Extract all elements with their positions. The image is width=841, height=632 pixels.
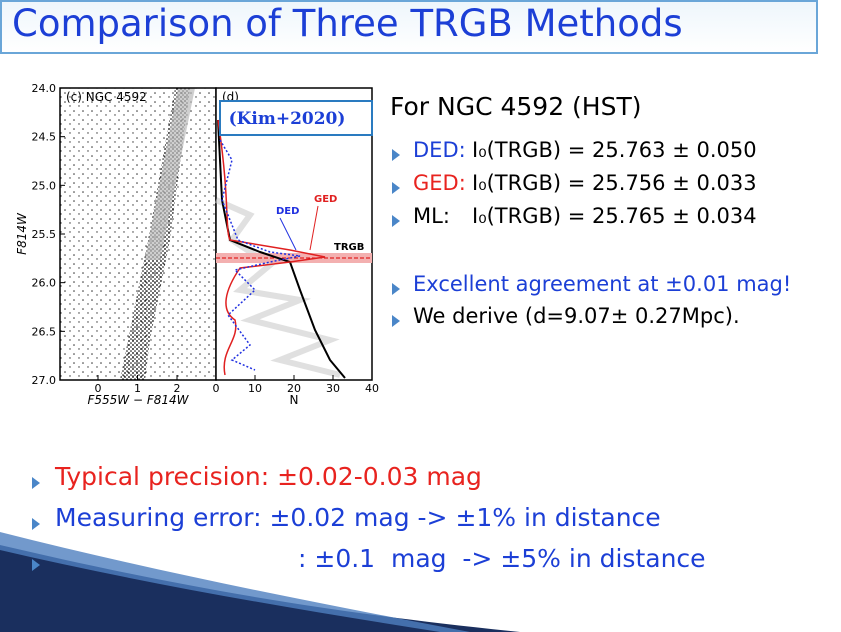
y-tick-label: 24.0 <box>32 82 57 95</box>
bullet <box>392 149 400 161</box>
x-tick-label: 40 <box>365 382 379 395</box>
result-value: I₀(TRGB) = 25.756 ± 0.033 <box>472 171 757 195</box>
method: GED: <box>413 171 466 195</box>
bullet <box>392 315 400 327</box>
y-tick-label: 25.0 <box>32 179 57 192</box>
ded-curve <box>219 139 301 371</box>
x-tick-label: 20 <box>287 382 301 395</box>
ged-arrow <box>309 205 319 251</box>
tick-group: 24.024.525.025.526.026.527.00 1 2 0 10 20 30 40 <box>32 82 380 395</box>
lf-panel: (d) DED GED TRGB (Kim+2020) N <box>214 87 373 407</box>
distance: We derive (d=9.07± 0.27Mpc). <box>413 304 740 328</box>
bullet <box>392 182 400 194</box>
bullet <box>392 283 400 295</box>
histogram <box>214 197 341 378</box>
results-heading: For NGC 4592 (HST) <box>390 92 642 121</box>
ged-curve <box>217 119 326 376</box>
y-tick-label: 26.0 <box>32 277 57 290</box>
trgb-annotation: TRGB <box>334 242 364 253</box>
reference-box <box>219 100 373 136</box>
bullet <box>32 477 40 489</box>
x-tick-label: 2 <box>174 382 181 395</box>
bullet <box>392 215 400 227</box>
slide-title: Comparison of Three TRGB Methods <box>12 2 683 45</box>
x-tick-label: 1 <box>134 382 141 395</box>
y-tick-label: 25.5 <box>32 228 57 241</box>
ged-annotation: GED <box>314 194 337 205</box>
bullet <box>32 559 40 571</box>
panel-label: (c) NGC 4592 <box>66 90 147 104</box>
y-axis-label: F814W <box>15 212 29 255</box>
x-axis-label: F555W − F814W <box>87 393 189 407</box>
note: Typical precision: ±0.02-0.03 mag <box>55 462 482 491</box>
note: : ±0.1 mag -> ±5% in distance <box>298 544 706 573</box>
y-tick-label: 24.5 <box>32 131 57 144</box>
decor-swoosh <box>0 545 520 632</box>
reference: (Kim+2020) <box>229 109 346 129</box>
bullet <box>32 518 40 530</box>
x-tick-label: 0 <box>95 382 102 395</box>
x-tick-label: 0 <box>213 382 220 395</box>
selection-band <box>145 88 195 260</box>
result-value: I₀(TRGB) = 25.765 ± 0.034 <box>472 204 757 228</box>
x-axis-label: N <box>290 393 299 407</box>
agreement: Excellent agreement at ±0.01 mag! <box>413 272 792 296</box>
note: Measuring error: ±0.02 mag -> ±1% in dis… <box>55 503 661 532</box>
result-value: I₀(TRGB) = 25.763 ± 0.050 <box>472 138 757 162</box>
x-tick-label: 30 <box>326 382 340 395</box>
method: DED: <box>413 138 466 162</box>
x-tick-label: 10 <box>248 382 262 395</box>
y-tick-label: 26.5 <box>32 325 57 338</box>
ded-arrow <box>279 217 297 251</box>
title-box: Comparison of Three TRGB Methods <box>0 0 818 54</box>
method: ML: <box>413 204 450 228</box>
ded-annotation: DED <box>276 206 299 217</box>
y-tick-label: 27.0 <box>32 374 57 387</box>
